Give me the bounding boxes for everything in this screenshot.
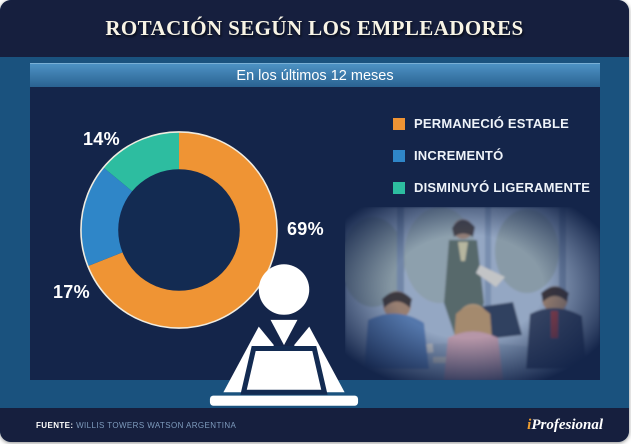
footer-bar: FUENTE: WILLIS TOWERS WATSON ARGENTINA i… [0, 408, 629, 442]
logo-text: Profesional [531, 416, 603, 433]
legend-swatch-orange [393, 117, 405, 130]
chart-subtitle: En los últimos 12 meses [236, 67, 394, 84]
slice-label-permanecio: 69% [287, 219, 324, 239]
slice-label-disminuyo: 14% [83, 129, 120, 149]
logo-accent: i [527, 416, 532, 433]
legend-label: INCREMENTÓ [414, 148, 504, 163]
legend-label: DISMINUYÓ LIGERAMENTE [414, 180, 591, 195]
person-at-laptop-icon [209, 264, 359, 406]
donut-chart [78, 129, 359, 406]
legend-item-incremento: INCREMENTÓ [393, 148, 590, 163]
legend-item-permanecio: PERMANECIÓ ESTABLE [393, 116, 590, 131]
source-note: FUENTE: WILLIS TOWERS WATSON ARGENTINA [36, 421, 236, 430]
legend-item-disminuyo: DISMINUYÓ LIGERAMENTE [393, 180, 590, 195]
subtitle-bar: En los últimos 12 meses [30, 63, 600, 87]
page-title: ROTACIÓN SEGÚN LOS EMPLEADORES [105, 16, 524, 40]
source-text: WILLIS TOWERS WATSON ARGENTINA [76, 420, 237, 430]
donut-slice-0 [87, 131, 278, 329]
content-panel: 69% 17% 14% PERMANECIÓ ESTABLE INCREMENT… [30, 87, 600, 406]
donut-outer-ring [80, 131, 278, 329]
donut-center-circle [118, 169, 240, 291]
legend-label: PERMANECIÓ ESTABLE [414, 116, 570, 131]
donut-svg [80, 131, 278, 329]
chart-legend: PERMANECIÓ ESTABLE INCREMENTÓ DISMINUYÓ … [393, 116, 590, 195]
source-label: FUENTE: [36, 420, 74, 430]
header-bar: ROTACIÓN SEGÚN LOS EMPLEADORES [0, 0, 629, 57]
meeting-photo [345, 207, 600, 380]
legend-swatch-teal [393, 181, 405, 194]
donut-slice-2 [103, 131, 179, 192]
legend-swatch-blue [393, 149, 405, 162]
iprofesional-logo: iProfesional [527, 417, 603, 434]
slice-label-incremento: 17% [53, 282, 90, 302]
